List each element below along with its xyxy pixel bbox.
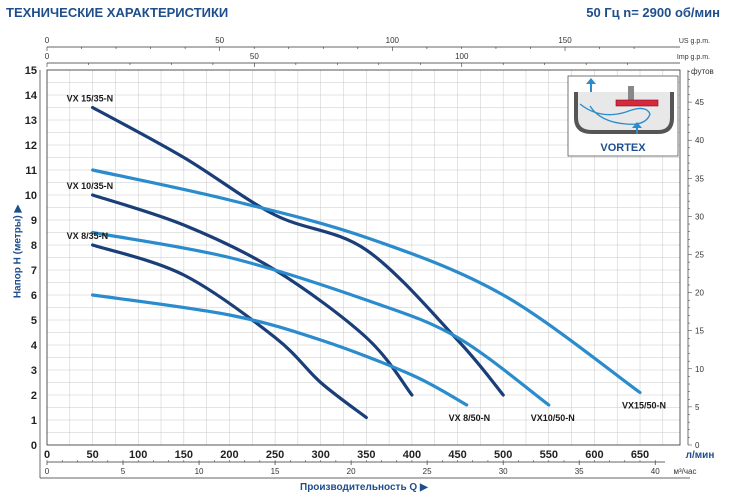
x-tick-label: 600 (585, 449, 603, 461)
ft-unit-label: футов (691, 67, 714, 76)
curve-label: VX 8/50-N (449, 413, 491, 423)
page-title: ТЕХНИЧЕСКИЕ ХАРАКТЕРИСТИКИ (6, 5, 229, 20)
speed-spec: 50 Гц n= 2900 об/мин (586, 5, 720, 20)
x-tick-label: 250 (266, 449, 284, 461)
y-tick-label: 11 (25, 165, 37, 177)
m3-tick-label: 0 (45, 467, 50, 476)
y-tick-label: 0 (31, 440, 37, 452)
x-tick-label: 150 (175, 449, 193, 461)
m3-tick-label: 25 (423, 467, 432, 476)
m3-tick-label: 20 (347, 467, 356, 476)
x-tick-label: 650 (631, 449, 649, 461)
ft-tick-label: 30 (695, 212, 704, 221)
vortex-inset: VORTEX (567, 75, 679, 157)
x-tick-label: 400 (403, 449, 421, 461)
y-tick-label: 7 (31, 265, 37, 277)
tick-labels: 0 50 100 150 200 250 300 350 400 450 500 550 600 650 л… (25, 36, 715, 476)
ft-tick-label: 35 (695, 174, 704, 183)
y-tick-label: 8 (31, 240, 37, 252)
m3-tick-label: 30 (499, 467, 508, 476)
curve-line (91, 168, 642, 395)
curve-label: VX 10/35-N (67, 181, 114, 191)
imp-tick-label: 0 (45, 52, 50, 61)
y-tick-label: 15 (25, 65, 37, 77)
us-tick-label: 150 (558, 36, 572, 45)
ft-tick-label: 40 (695, 136, 704, 145)
ft-tick-label: 45 (695, 98, 704, 107)
y-tick-label: 13 (25, 115, 37, 127)
curve-labels: VX 15/35-N VX 10/35-N VX 8/35-N VX15/50-N VX… (67, 94, 666, 424)
y-tick-label: 1 (31, 415, 37, 427)
x-tick-label: 350 (357, 449, 375, 461)
x-arrow-icon: ▶ (419, 482, 428, 493)
curve-line (91, 230, 551, 407)
y-tick-label: 14 (25, 90, 38, 102)
vortex-label: VORTEX (600, 142, 646, 154)
curve-line (91, 105, 505, 397)
curve-label: VX 15/35-N (67, 94, 114, 104)
curve-label: VX15/50-N (622, 401, 666, 411)
imp-tick-label: 50 (250, 52, 259, 61)
x-axis-title: Производительность Q ▶ (300, 482, 428, 493)
y-tick-label: 10 (25, 190, 37, 202)
ft-tick-label: 15 (695, 327, 704, 336)
curve-label: VX 8/35-N (67, 231, 109, 241)
m3-tick-label: 15 (271, 467, 280, 476)
curve-line (91, 243, 368, 420)
us-tick-label: 0 (45, 36, 50, 45)
x-axis-label: Производительность Q (300, 482, 418, 493)
imp-unit-label: Imp g.p.m. (677, 54, 710, 61)
x-tick-label: 50 (86, 449, 98, 461)
m3-tick-label: 35 (575, 467, 584, 476)
x-tick-label: 500 (494, 449, 512, 461)
x-tick-label: 100 (129, 449, 147, 461)
y-tick-label: 2 (31, 390, 37, 402)
us-unit-label: US g.p.m. (679, 38, 710, 45)
x-tick-label: 0 (44, 449, 50, 461)
x-unit-label: л/мин (686, 450, 715, 461)
ft-tick-label: 20 (695, 289, 704, 298)
m3-tick-label: 40 (651, 467, 660, 476)
m3-unit-label: м³/час (673, 467, 696, 476)
curve-line (91, 293, 469, 407)
performance-curves (91, 105, 642, 420)
pump-diagram-icon (574, 78, 674, 134)
y-tick-label: 4 (31, 340, 38, 352)
y-tick-label: 9 (31, 215, 37, 227)
x-tick-label: 450 (448, 449, 466, 461)
us-tick-label: 50 (215, 36, 224, 45)
imp-tick-label: 100 (455, 52, 469, 61)
ft-tick-label: 25 (695, 251, 704, 260)
curve-label: VX10/50-N (531, 413, 575, 423)
us-tick-label: 100 (386, 36, 400, 45)
x-tick-label: 200 (220, 449, 238, 461)
ft-tick-label: 0 (695, 441, 700, 450)
y-tick-label: 6 (31, 290, 37, 302)
y-tick-label: 3 (31, 365, 37, 377)
x-tick-label: 550 (540, 449, 558, 461)
ft-tick-label: 10 (695, 365, 704, 374)
plot-frame (46, 69, 681, 446)
ft-tick-label: 5 (695, 403, 700, 412)
m3-tick-label: 5 (121, 467, 126, 476)
y-tick-label: 5 (31, 315, 37, 327)
x-tick-label: 300 (312, 449, 330, 461)
axes (39, 46, 692, 479)
m3-tick-label: 10 (195, 467, 204, 476)
y-tick-label: 12 (25, 140, 37, 152)
